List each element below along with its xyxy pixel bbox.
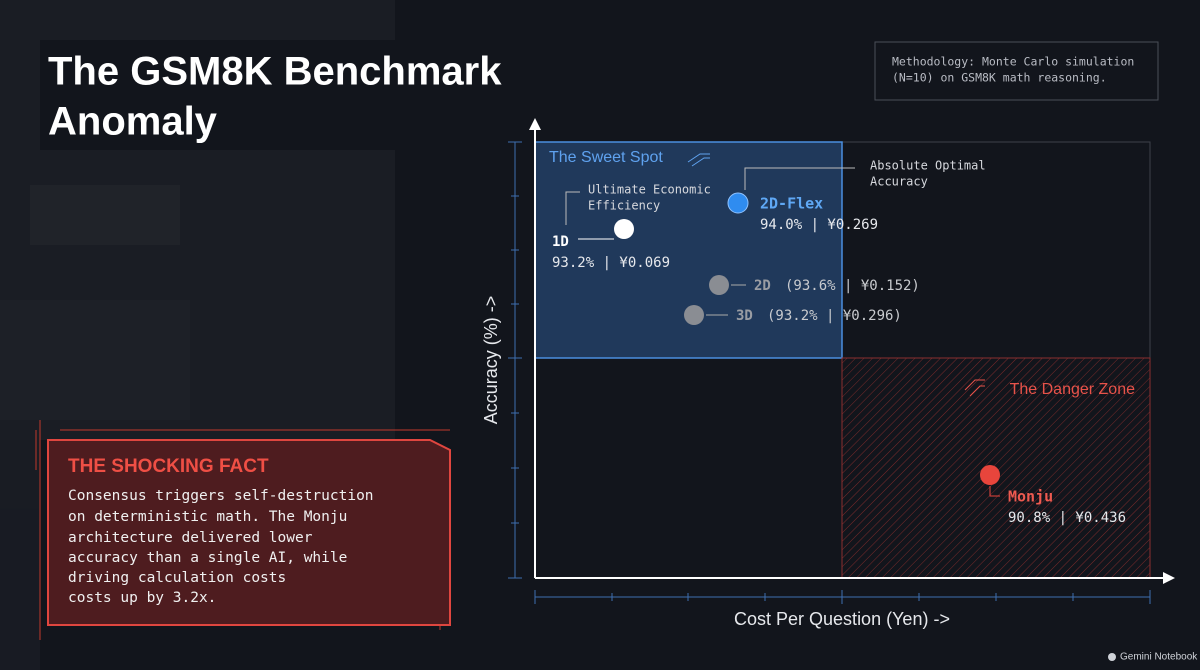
footer-icon bbox=[1108, 653, 1116, 661]
title-backdrop bbox=[40, 40, 410, 150]
y-axis-label: Accuracy (%) -> bbox=[481, 296, 501, 425]
point-name: 3D bbox=[736, 308, 753, 324]
title-line: The GSM8K Benchmark bbox=[48, 50, 502, 94]
point-detail: 94.0% | ¥0.269 bbox=[760, 217, 878, 233]
zone-label: The Sweet Spot bbox=[549, 149, 663, 166]
fact-line: Consensus triggers self-destruction bbox=[68, 488, 374, 504]
point bbox=[709, 275, 729, 295]
point-name: Monju bbox=[1008, 488, 1053, 506]
fact-frame-deco bbox=[35, 420, 450, 640]
zone-deco bbox=[687, 153, 710, 167]
point-detail: (93.6% | ¥0.152) bbox=[785, 278, 920, 294]
point-detail: 90.8% | ¥0.436 bbox=[1008, 510, 1126, 526]
annotation-leader bbox=[744, 167, 855, 190]
fact-line: architecture delivered lower bbox=[68, 530, 313, 546]
footer: Gemini Notebook bbox=[1120, 652, 1198, 663]
point-name: 1D bbox=[552, 234, 569, 250]
annotation-leader bbox=[565, 191, 580, 225]
title-line: Anomaly bbox=[48, 100, 218, 144]
methodology-line: Methodology: Monte Carlo simulation bbox=[892, 55, 1134, 69]
fact-box bbox=[47, 439, 451, 626]
point bbox=[727, 192, 749, 214]
annotation: Ultimate Economic bbox=[588, 183, 711, 197]
zone-deco bbox=[964, 379, 985, 397]
point bbox=[614, 219, 634, 239]
point-detail: (93.2% | ¥0.296) bbox=[767, 308, 902, 324]
point-leader bbox=[989, 486, 1000, 497]
annotation: Absolute Optimal bbox=[870, 159, 986, 173]
fact-title: THE SHOCKING FACT bbox=[68, 456, 269, 477]
rulers bbox=[508, 141, 1151, 604]
sweet-spot-zone bbox=[534, 141, 843, 359]
methodology-box bbox=[874, 41, 1159, 101]
point-detail: 93.2% | ¥0.069 bbox=[552, 255, 670, 271]
methodology-line: (N=10) on GSM8K math reasoning. bbox=[892, 71, 1107, 85]
zone-label: The Danger Zone bbox=[1010, 381, 1136, 398]
point-name: 2D bbox=[754, 278, 771, 294]
fact-line: driving calculation costs bbox=[68, 570, 286, 586]
fact-line: costs up by 3.2x. bbox=[68, 590, 216, 606]
fact-line: on deterministic math. The Monju bbox=[68, 509, 347, 525]
point bbox=[980, 465, 1000, 485]
annotation: Efficiency bbox=[588, 199, 660, 213]
x-arrow bbox=[1163, 572, 1175, 584]
point bbox=[684, 305, 704, 325]
point-name: 2D-Flex bbox=[760, 195, 823, 213]
fact-line: accuracy than a single AI, while bbox=[68, 550, 347, 566]
y-arrow bbox=[529, 118, 541, 130]
annotation: Accuracy bbox=[870, 175, 928, 189]
x-axis-label: Cost Per Question (Yen) -> bbox=[734, 609, 950, 629]
